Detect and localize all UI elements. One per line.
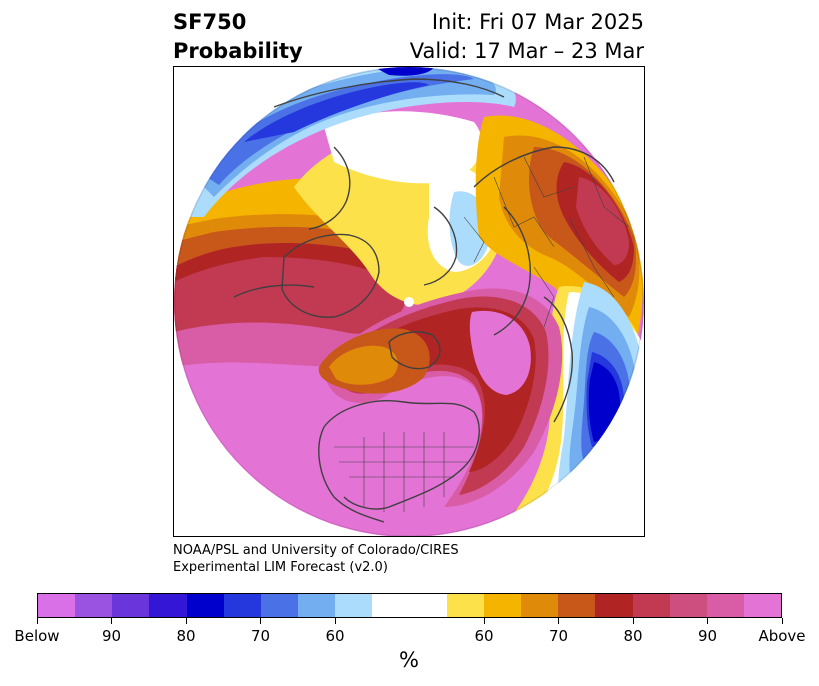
colorbar-tick (185, 618, 187, 624)
colorbar-tick (632, 618, 634, 624)
credit-line-1: NOAA/PSL and University of Colorado/CIRE… (173, 543, 459, 558)
colorbar-tick-label: Below (14, 627, 60, 645)
colorbar-swatch (706, 594, 744, 617)
colorbar-unit: % (399, 648, 419, 672)
colorbar-tick (483, 618, 485, 624)
colorbar-tick (36, 618, 38, 624)
colorbar-swatch (186, 594, 224, 617)
colorbar-swatch (558, 594, 596, 617)
colorbar (37, 593, 782, 618)
colorbar-tick-label: Above (758, 627, 806, 645)
colorbar-tick (334, 618, 336, 624)
colorbar-swatch (260, 594, 299, 617)
polar-map (173, 66, 645, 537)
colorbar-swatch (409, 594, 447, 617)
probability-map (174, 67, 644, 536)
colorbar-tick (558, 618, 559, 624)
colorbar-tick (111, 618, 112, 624)
colorbar-tick-label: 90 (697, 627, 718, 645)
borders (334, 156, 630, 512)
map-title: SF750 Probability (173, 8, 303, 66)
colorbar-swatch (149, 594, 187, 617)
colorbar-swatch (223, 594, 261, 617)
colorbar-swatch (38, 594, 76, 617)
colorbar-tick (781, 618, 783, 624)
colorbar-swatch (335, 594, 373, 617)
colorbar-swatch (669, 594, 707, 617)
forecast-dates: Init: Fri 07 Mar 2025 Valid: 17 Mar – 23… (410, 8, 644, 66)
colorbar-tick-label: 90 (101, 627, 122, 645)
colorbar-swatch (521, 594, 559, 617)
colorbar-tick-label: 60 (325, 627, 345, 645)
colorbar-swatch (298, 594, 336, 617)
credit-line-2: Experimental LIM Forecast (v2.0) (173, 560, 388, 575)
colorbar-tick-label: 60 (474, 627, 494, 645)
colorbar-swatch (446, 594, 484, 617)
colorbar-tick (260, 618, 261, 624)
colorbar-swatch (483, 594, 522, 617)
colorbar-tick-label: 80 (623, 627, 643, 645)
colorbar-tick-label: 70 (250, 627, 271, 645)
credit-text: NOAA/PSL and University of Colorado/CIRE… (173, 542, 459, 576)
colorbar-swatch (595, 594, 633, 617)
colorbar-swatch (743, 594, 782, 617)
valid-range: Valid: 17 Mar – 23 Mar (409, 39, 644, 63)
colorbar-tick-label: 70 (548, 627, 569, 645)
product-name: Probability (173, 39, 303, 63)
colorbar-swatch (75, 594, 113, 617)
coastlines (233, 78, 615, 523)
init-date: Init: Fri 07 Mar 2025 (431, 10, 644, 34)
variable-name: SF750 (173, 10, 247, 34)
colorbar-swatch (112, 594, 150, 617)
colorbar-tick-label: 80 (176, 627, 196, 645)
colorbar-tick (707, 618, 708, 624)
colorbar-swatch (372, 594, 410, 617)
colorbar-swatch (632, 594, 670, 617)
